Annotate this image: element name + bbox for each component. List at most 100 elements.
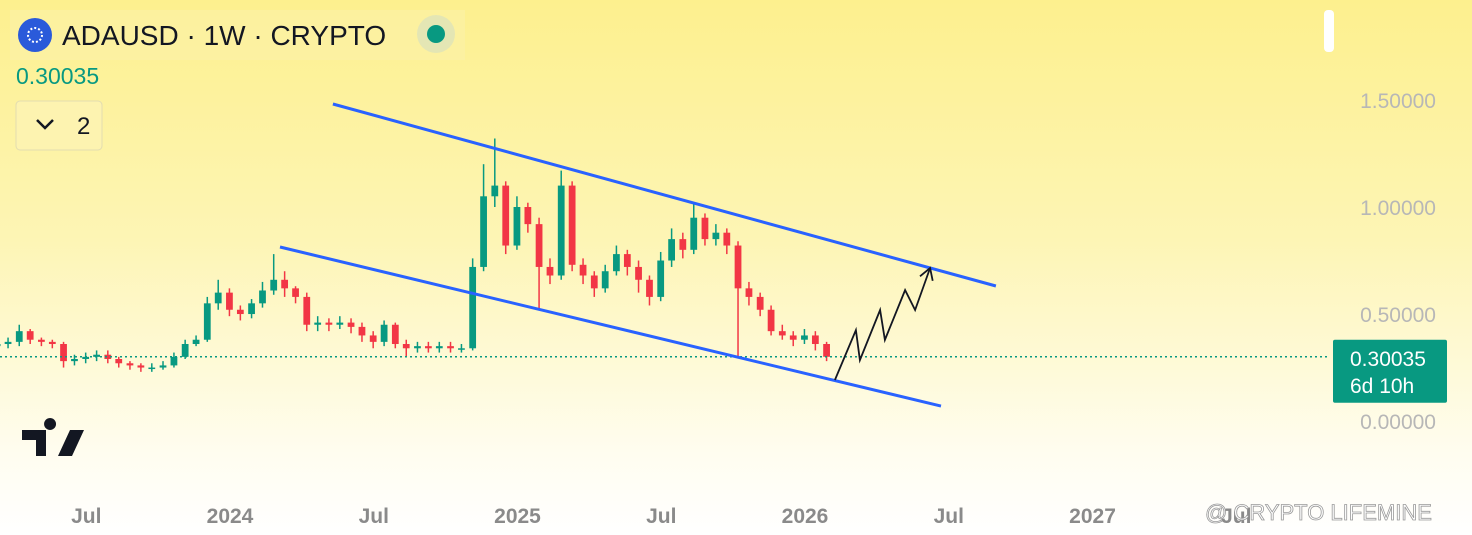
arrow-head xyxy=(919,266,934,281)
candle-body xyxy=(513,207,521,246)
watermark: @ CRYPTO LIFEMINE xyxy=(1205,500,1432,525)
candle-body xyxy=(745,288,753,297)
candle-body xyxy=(236,309,244,315)
y-tick-label: 0.50000 xyxy=(1360,304,1436,327)
candle-body xyxy=(601,271,609,289)
candle-body xyxy=(93,354,100,357)
x-tick-label: Jul xyxy=(934,505,964,528)
indicator-toggle[interactable] xyxy=(15,100,103,151)
candle-body xyxy=(823,344,830,357)
y-tick-label: 0.00000 xyxy=(1360,411,1436,434)
x-tick-label: 2026 xyxy=(782,505,829,528)
candle-body xyxy=(303,296,311,325)
arrow xyxy=(834,267,931,381)
candle-body xyxy=(712,232,720,240)
candle-body xyxy=(336,322,344,325)
candle-body xyxy=(159,365,167,368)
candle-body xyxy=(26,331,34,340)
candle-body xyxy=(734,245,742,289)
x-tick-label: Jul xyxy=(1221,505,1251,528)
candle-body xyxy=(447,346,454,349)
candle-body xyxy=(480,196,487,267)
candle-body xyxy=(668,239,675,261)
x-tick-label: 2027 xyxy=(1069,505,1116,528)
trendline xyxy=(332,102,997,288)
indicator-count[interactable]: 2 xyxy=(77,113,90,140)
candle-body xyxy=(502,185,510,246)
candle-body xyxy=(646,279,653,297)
candle-body xyxy=(778,331,786,336)
symbol-title: ADAUSD · 1W · CRYPTO xyxy=(62,20,386,51)
candle-body xyxy=(82,356,90,359)
x-tick-label: Jul xyxy=(71,505,101,528)
candle-body xyxy=(690,217,698,250)
candle-body xyxy=(358,326,366,336)
coin-icon xyxy=(18,18,52,52)
coin-icon-mark xyxy=(27,27,43,43)
candle-body xyxy=(568,185,576,265)
tradingview-logo xyxy=(22,418,84,456)
candle-body xyxy=(491,185,499,197)
candle-body xyxy=(104,354,112,359)
candle-body xyxy=(203,303,211,340)
candle-body xyxy=(0,344,1,347)
x-tick-label: Jul xyxy=(646,505,676,528)
candle-body xyxy=(811,335,819,345)
header-price: 0.30035 xyxy=(16,63,99,89)
candle-body xyxy=(60,344,67,362)
candle-body xyxy=(679,239,687,250)
candle-body xyxy=(126,363,134,366)
candle-body xyxy=(590,275,598,289)
candle-body xyxy=(48,341,56,345)
candle-body xyxy=(292,288,299,297)
candle-body xyxy=(314,322,322,325)
chevron-icon xyxy=(36,119,54,130)
price-label-bg xyxy=(1333,339,1447,403)
candle-body xyxy=(613,254,620,272)
candle-body xyxy=(259,290,266,304)
trendline xyxy=(279,245,942,408)
candle-body xyxy=(4,341,12,345)
candle-body xyxy=(723,232,731,246)
candle-body xyxy=(391,324,399,345)
candle-body xyxy=(347,322,355,327)
candle-body xyxy=(115,358,123,364)
y-tick-label: 1.00000 xyxy=(1360,197,1436,220)
candle-body xyxy=(623,254,631,267)
candle-body xyxy=(767,309,775,332)
candle-body xyxy=(701,217,709,240)
x-tick-label: 2024 xyxy=(207,505,254,528)
candle-body xyxy=(557,185,565,276)
candle-body xyxy=(579,264,587,276)
candle-body xyxy=(181,344,189,357)
price-label: 0.30035 xyxy=(1350,348,1426,371)
candle-body xyxy=(414,346,421,349)
candle-body xyxy=(635,266,642,280)
candle-body xyxy=(402,344,410,349)
candle-body xyxy=(789,335,797,340)
candle-body xyxy=(380,324,388,342)
candle-body xyxy=(270,279,278,291)
candle-body xyxy=(657,260,665,297)
candle-body xyxy=(801,335,808,340)
candle-body xyxy=(71,358,78,362)
candle-body xyxy=(369,335,377,342)
candle-body xyxy=(756,296,764,310)
candle-body xyxy=(325,322,333,325)
x-tick-label: Jul xyxy=(359,505,389,528)
candle-body xyxy=(546,266,554,276)
candle-body xyxy=(192,339,200,345)
candle-body xyxy=(524,207,532,225)
candle-body xyxy=(281,279,289,289)
candle-body xyxy=(424,346,432,349)
candle-body xyxy=(137,365,145,368)
candle-body xyxy=(458,348,465,350)
status-dot xyxy=(427,25,445,43)
panel-toggle[interactable] xyxy=(1324,10,1334,52)
candle-body xyxy=(435,346,443,349)
candle-body xyxy=(535,224,543,267)
candle-body xyxy=(469,266,477,349)
candle-body xyxy=(170,356,178,366)
